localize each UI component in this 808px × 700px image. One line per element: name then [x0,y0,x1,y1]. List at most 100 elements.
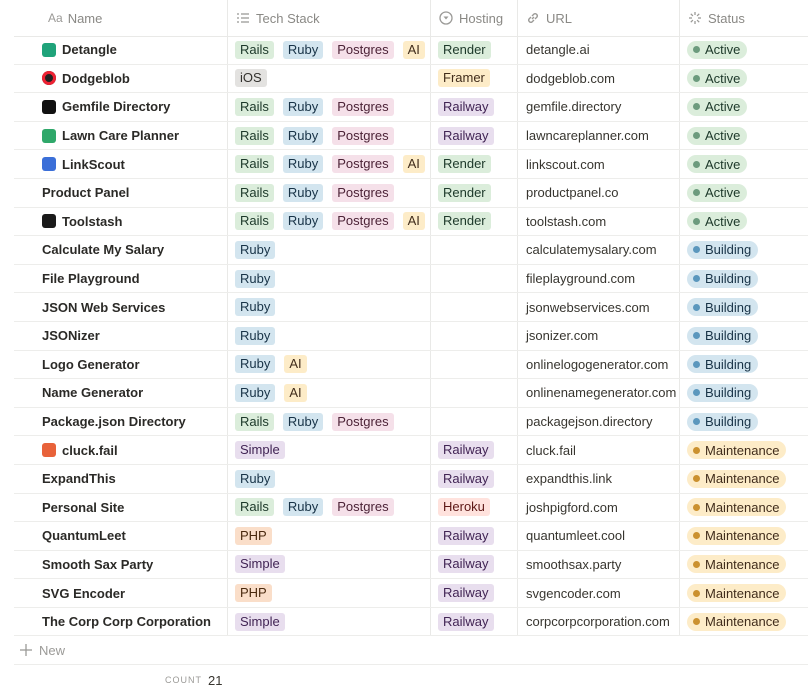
hosting-cell: Render [430,150,517,178]
url[interactable]: jsonwebservices.com [526,299,650,315]
tech-tag: Rails [235,412,274,431]
status-dot [693,618,700,626]
select-icon [439,11,453,25]
project-name[interactable]: SVG Encoder [42,585,126,601]
url[interactable]: corpcorpcorporation.com [526,614,670,630]
url[interactable]: onlinenamegenerator.com [526,385,677,401]
url[interactable]: cluck.fail [526,442,576,458]
table-row[interactable]: Toolstash Rails Ruby Postgres AI Render toolst… [14,207,808,237]
url[interactable]: productpanel.co [526,185,619,201]
plus-icon [20,644,32,656]
name-cell: ExpandThis [14,465,227,493]
url[interactable]: smoothsax.party [526,556,622,572]
tech-cell: Ruby AI [227,379,430,407]
table-row[interactable]: Detangle Rails Ruby Postgres AI Render detangl… [14,36,808,65]
page-icon [42,128,56,143]
status-dot [693,246,700,254]
status-dot [693,217,700,225]
status-text: Building [705,414,752,430]
table-row[interactable]: JSONizer Ruby jsonizer.com Building [14,321,808,351]
table-row[interactable]: Dodgeblob iOS Framer dodgeblob.com Active [14,64,808,94]
status-cell: Active [679,178,808,207]
status-text: Active [705,128,741,144]
table-row[interactable]: JSON Web Services Ruby jsonwebservices.com… [14,293,808,322]
url[interactable]: toolstash.com [526,213,607,229]
url[interactable]: calculatemysalary.com [526,242,657,258]
project-name[interactable]: Smooth Sax Party [42,556,154,572]
project-name[interactable]: Logo Generator [42,356,140,372]
project-name[interactable]: Toolstash [62,213,123,229]
url[interactable]: svgencoder.com [526,585,621,601]
project-name[interactable]: Lawn Care Planner [62,128,180,144]
project-name[interactable]: JSONizer [42,328,100,344]
url[interactable]: jsonizer.com [526,328,599,344]
table-row[interactable]: LinkScout Rails Ruby Postgres AI Render linksc… [14,150,808,179]
project-name[interactable]: Name Generator [42,385,144,401]
hosting-tag: Heroku [438,498,490,517]
status-text: Active [705,70,741,86]
new-row-button[interactable]: New [20,640,65,660]
project-name[interactable]: Product Panel [42,185,130,201]
table-row[interactable]: ExpandThis Ruby Railway expandthis.link Main… [14,464,808,494]
table-row[interactable]: QuantumLeet PHP Railway quantumleet.cool Mai… [14,522,808,551]
header-url[interactable]: URL [517,0,679,36]
url[interactable]: joshpigford.com [526,499,618,515]
table-row[interactable]: Personal Site Rails Ruby Postgres Heroku josh… [14,493,808,523]
project-name[interactable]: Gemfile Directory [62,99,171,115]
header-status[interactable]: Status [679,0,808,36]
status-text: Building [705,271,752,287]
table-row[interactable]: The Corp Corp Corporation Simple Railway co… [14,607,808,637]
project-name[interactable]: JSON Web Services [42,299,166,315]
project-name[interactable]: ExpandThis [42,471,116,487]
project-name[interactable]: Dodgeblob [62,70,130,86]
page-icon [42,42,56,57]
table-row[interactable]: Name Generator Ruby AI onlinenamegenerator.… [14,379,808,408]
table-row[interactable]: Package.json Directory Rails Ruby Postgres p… [14,407,808,437]
status-dot [693,389,700,397]
table-row[interactable]: Logo Generator Ruby AI onlinelogogenerator.… [14,350,808,380]
tech-tag: Ruby [235,383,276,402]
tech-cell: Simple [227,436,430,464]
project-name[interactable]: Detangle [62,42,117,58]
url[interactable]: dodgeblob.com [526,70,615,86]
table-row[interactable]: Product Panel Rails Ruby Postgres Render prod… [14,178,808,208]
table-row[interactable]: SVG Encoder PHP Railway svgencoder.com Maint… [14,579,808,608]
url[interactable]: lawncareplanner.com [526,128,649,144]
url[interactable]: packagejson.directory [526,414,653,430]
hosting-cell [430,293,517,321]
url[interactable]: expandthis.link [526,471,612,487]
footer-divider [14,664,808,665]
url[interactable]: detangle.ai [526,42,590,58]
table-row[interactable]: cluck.fail Simple Railway cluck.fail Mainten… [14,436,808,465]
header-hosting[interactable]: Hosting [430,0,517,36]
tech-tag: Rails [235,498,274,517]
tech-cell: Simple [227,550,430,579]
status-cell: Maintenance [679,607,808,636]
tech-cell: Rails Ruby Postgres [227,493,430,522]
header-tech[interactable]: Tech Stack [227,0,430,36]
url[interactable]: onlinelogogenerator.com [526,356,669,372]
status-dot [693,74,700,82]
table-row[interactable]: Calculate My Salary Ruby calculatemysalary… [14,236,808,265]
project-name[interactable]: The Corp Corp Corporation [42,614,211,630]
project-name[interactable]: QuantumLeet [42,528,126,544]
url[interactable]: quantumleet.cool [526,528,626,544]
name-cell: Dodgeblob [14,65,227,93]
table-row[interactable]: File Playground Ruby fileplayground.com Bui… [14,264,808,294]
url[interactable]: gemfile.directory [526,99,622,115]
status-text: Maintenance [705,471,780,487]
project-name[interactable]: LinkScout [62,156,125,172]
url[interactable]: linkscout.com [526,156,605,172]
project-name[interactable]: Calculate My Salary [42,242,165,258]
status-pill: Building [687,269,759,288]
table-row[interactable]: Smooth Sax Party Simple Railway smoothsax.p… [14,550,808,580]
project-name[interactable]: File Playground [42,271,140,287]
table-row[interactable]: Gemfile Directory Rails Ruby Postgres Railwa… [14,93,808,122]
project-name[interactable]: cluck.fail [62,442,118,458]
table-row[interactable]: Lawn Care Planner Rails Ruby Postgres Railwa… [14,121,808,151]
header-name[interactable]: Aa Name [14,0,227,36]
project-name[interactable]: Package.json Directory [42,414,186,430]
url[interactable]: fileplayground.com [526,271,636,287]
tech-tag: Ruby [235,355,276,374]
project-name[interactable]: Personal Site [42,499,125,515]
